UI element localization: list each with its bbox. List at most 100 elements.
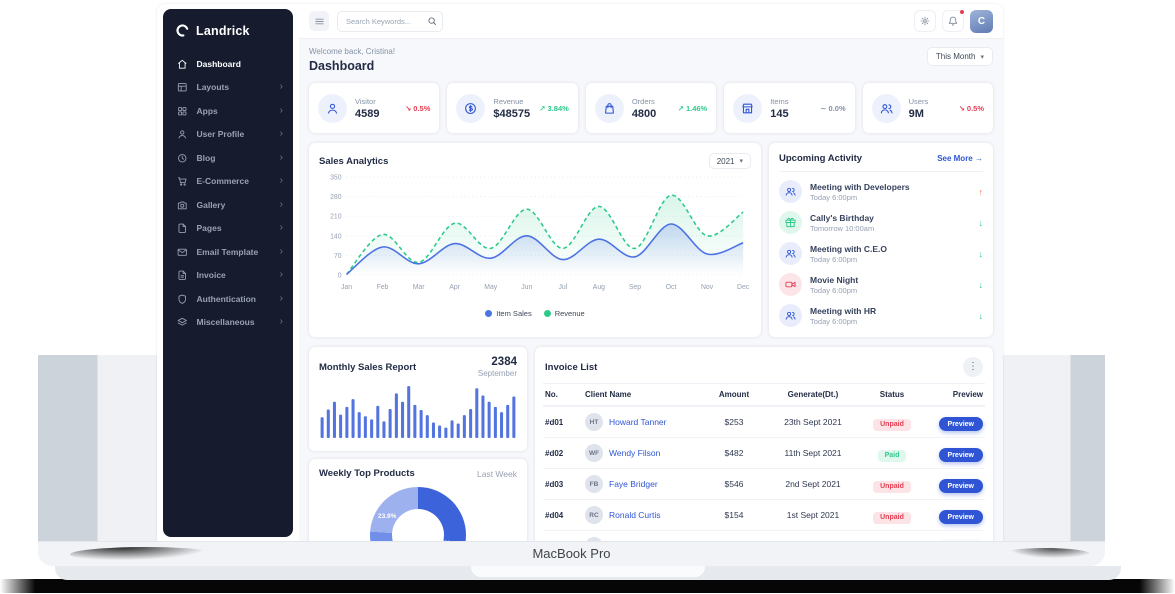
stat-card-items: Items 145 ∼ 0.0% bbox=[724, 83, 855, 133]
device-label: MacBook Pro bbox=[532, 546, 611, 561]
invoice-number: #d02 bbox=[545, 448, 564, 458]
svg-text:Sep: Sep bbox=[629, 284, 641, 291]
sidebar-item-miscellaneous[interactable]: Miscellaneous › bbox=[163, 311, 293, 335]
svg-text:140: 140 bbox=[330, 233, 342, 240]
invoice-amount: $253 bbox=[724, 417, 744, 427]
sales-analytics-chart: 0 70 140 210 280 350 Jan Feb Mar Apr May Jun Jul Aug S… bbox=[330, 174, 750, 291]
activity-time: Today 6:00pm bbox=[810, 192, 858, 202]
invoice-list-title: Invoice List bbox=[545, 361, 598, 373]
trend-down-icon: ↘ 0.5% bbox=[958, 103, 985, 113]
activity-item[interactable]: Cally's Birthday Tomorrow 10:00am ↓ bbox=[779, 207, 983, 238]
activity-title: Movie Night bbox=[810, 274, 859, 285]
chevron-right-icon: › bbox=[279, 222, 283, 234]
notification-badge bbox=[959, 9, 965, 15]
sidebar-item-layouts[interactable]: Layouts › bbox=[163, 76, 293, 100]
monthly-sales-card: Monthly Sales Report 2384 September bbox=[309, 347, 527, 451]
menu-toggle-button[interactable] bbox=[309, 11, 329, 31]
invoice-number: #d04 bbox=[545, 510, 564, 520]
welcome-text: Welcome back, Cristina! bbox=[309, 47, 396, 56]
period-select[interactable]: This Month ▾ bbox=[926, 47, 993, 66]
chevron-right-icon: › bbox=[279, 292, 283, 304]
sidebar-item-label: Dashboard bbox=[196, 58, 241, 69]
activity-time: Today 6:00pm bbox=[810, 316, 858, 326]
client-avatar: HT bbox=[585, 413, 603, 431]
invoice-number: #d03 bbox=[545, 479, 564, 489]
preview-button[interactable]: Preview bbox=[938, 510, 983, 525]
legend-dot bbox=[485, 310, 493, 317]
sidebar-item-pages[interactable]: Pages › bbox=[163, 217, 293, 241]
client-name-link[interactable]: Wendy Filson bbox=[609, 448, 661, 458]
sidebar-item-label: Miscellaneous bbox=[196, 317, 255, 328]
sidebar-item-user-profile[interactable]: User Profile › bbox=[163, 123, 293, 147]
preview-button[interactable]: Preview bbox=[938, 417, 983, 432]
chevron-right-icon: › bbox=[279, 269, 283, 281]
column-header: Preview bbox=[952, 390, 983, 399]
svg-text:0: 0 bbox=[338, 272, 342, 279]
invoice-date: 11th Sept 2021 bbox=[784, 448, 842, 458]
arrow-down-icon: ↓ bbox=[978, 279, 984, 290]
sidebar-item-label: Invoice bbox=[196, 270, 226, 281]
invoice-list-card: Invoice List ⋮ No. Client Name Amount Gener… bbox=[535, 347, 993, 543]
user-icon bbox=[177, 129, 188, 140]
sidebar-item-label: Pages bbox=[196, 223, 222, 234]
search-input[interactable] bbox=[337, 10, 443, 32]
monthly-sales-chart bbox=[320, 386, 516, 438]
svg-text:Jul: Jul bbox=[558, 284, 567, 291]
monthly-sales-title: Monthly Sales Report bbox=[319, 361, 417, 373]
home-icon bbox=[177, 59, 188, 70]
stat-value: 4589 bbox=[355, 107, 380, 120]
column-header: Status bbox=[879, 390, 905, 399]
preview-button[interactable]: Preview bbox=[938, 448, 983, 463]
year-select-value: 2021 bbox=[716, 156, 735, 166]
sidebar-item-blog[interactable]: Blog › bbox=[163, 146, 293, 170]
svg-text:May: May bbox=[484, 284, 497, 291]
client-name-link[interactable]: Ronald Curtis bbox=[609, 510, 661, 520]
sidebar-item-dashboard[interactable]: Dashboard bbox=[163, 52, 293, 76]
clock-icon bbox=[177, 153, 188, 164]
activity-item[interactable]: Meeting with HR Today 6:00pm ↓ bbox=[779, 300, 983, 331]
activity-title: Meeting with C.E.O bbox=[810, 243, 887, 254]
stat-card-revenue: Revenue $48575 ↗ 3.84% bbox=[447, 83, 578, 133]
settings-button[interactable] bbox=[914, 10, 936, 32]
sidebar-item-label: E-Commerce bbox=[196, 176, 249, 187]
chevron-right-icon: › bbox=[279, 316, 283, 328]
sidebar-item-e-commerce[interactable]: E-Commerce › bbox=[163, 170, 293, 194]
activity-item[interactable]: Movie Night Today 6:00pm ↓ bbox=[779, 269, 983, 300]
activity-item[interactable]: Meeting with C.E.O Today 6:00pm ↓ bbox=[779, 238, 983, 269]
macbook-shadow-right bbox=[1000, 548, 1090, 560]
sidebar-menu: Dashboard Layouts › Apps › User Profile … bbox=[163, 52, 293, 334]
more-options-button[interactable]: ⋮ bbox=[963, 357, 983, 377]
stat-label: Orders bbox=[631, 96, 655, 106]
trend-up-icon: ↗ 1.46% bbox=[677, 103, 708, 113]
user-avatar[interactable]: C bbox=[970, 9, 993, 33]
sidebar-item-apps[interactable]: Apps › bbox=[163, 99, 293, 123]
client-name-link[interactable]: Howard Tanner bbox=[609, 417, 667, 427]
sidebar-item-label: User Profile bbox=[196, 129, 245, 140]
brand[interactable]: Landrick bbox=[163, 19, 293, 52]
activity-item[interactable]: Meeting with Developers Today 6:00pm ↑ bbox=[779, 176, 983, 207]
preview-button[interactable]: Preview bbox=[938, 479, 983, 494]
sidebar-item-email-template[interactable]: Email Template › bbox=[163, 240, 293, 264]
svg-text:Apr: Apr bbox=[449, 284, 460, 291]
page-title: Dashboard bbox=[309, 59, 375, 73]
search-box bbox=[337, 10, 443, 32]
column-header: No. bbox=[545, 390, 558, 399]
client-avatar bbox=[585, 537, 603, 543]
sidebar-item-invoice[interactable]: Invoice › bbox=[163, 264, 293, 288]
sidebar-item-gallery[interactable]: Gallery › bbox=[163, 193, 293, 217]
client-name-link[interactable]: Faye Bridger bbox=[609, 479, 658, 489]
see-more-link[interactable]: See More → bbox=[937, 154, 983, 163]
year-select[interactable]: 2021 ▾ bbox=[708, 153, 751, 169]
invoice-row: #d04 RC Ronald Curtis $154 1st Sept 2021 … bbox=[543, 499, 985, 530]
donut-segment-label: 23.9% bbox=[378, 513, 397, 520]
file-icon bbox=[177, 223, 188, 234]
topbar: C bbox=[299, 4, 1003, 39]
sidebar-item-authentication[interactable]: Authentication › bbox=[163, 287, 293, 311]
invoice-table: No. Client Name Amount Generate(Dt.) Status P… bbox=[543, 383, 985, 543]
sidebar-item-label: Apps bbox=[196, 105, 218, 116]
grid-icon bbox=[177, 106, 188, 117]
legend-item: Item Sales bbox=[485, 309, 532, 318]
notifications-button[interactable] bbox=[942, 9, 965, 32]
period-select-value: This Month bbox=[935, 52, 976, 61]
invoice-row: #d02 WF Wendy Filson $482 11th Sept 2021 … bbox=[543, 437, 985, 468]
